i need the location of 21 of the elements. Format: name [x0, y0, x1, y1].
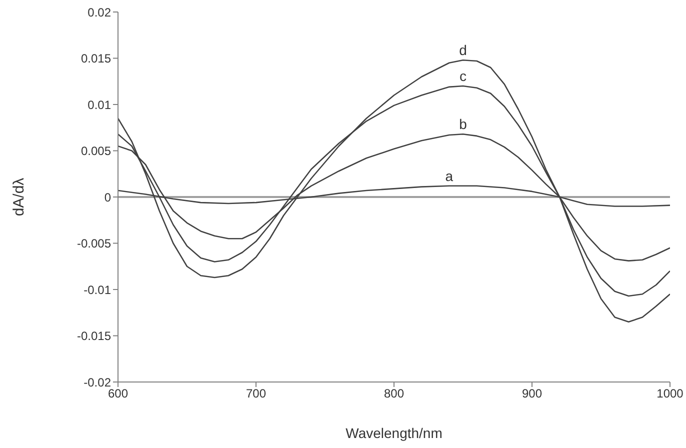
series-label: d — [459, 42, 467, 58]
y-tick-label: 0.015 — [80, 52, 112, 66]
x-tick-label: 600 — [108, 386, 128, 401]
x-tick-label: 800 — [384, 386, 404, 401]
y-tick-label: 0.01 — [88, 98, 112, 112]
y-tick-label: -0.02 — [84, 375, 112, 390]
y-tick-label: 0 — [104, 190, 112, 204]
x-tick-label: 1000 — [656, 386, 684, 401]
y-axis-title: dA/dλ — [10, 177, 28, 216]
y-tick-label: -0.015 — [76, 329, 112, 344]
line-series — [118, 59, 670, 323]
y-tick-label: 0.02 — [88, 5, 112, 20]
y-tick-label: 0.005 — [80, 144, 112, 158]
series-label: a — [445, 168, 454, 184]
series-label: b — [459, 116, 468, 132]
x-tick-label: 900 — [522, 386, 542, 401]
series-label: c — [460, 68, 466, 84]
y-tick-label: -0.005 — [76, 236, 112, 251]
y-tick-label: -0.01 — [84, 282, 112, 297]
x-axis-title: Wavelength/nm — [346, 425, 442, 441]
x-tick-label: 700 — [246, 386, 266, 401]
